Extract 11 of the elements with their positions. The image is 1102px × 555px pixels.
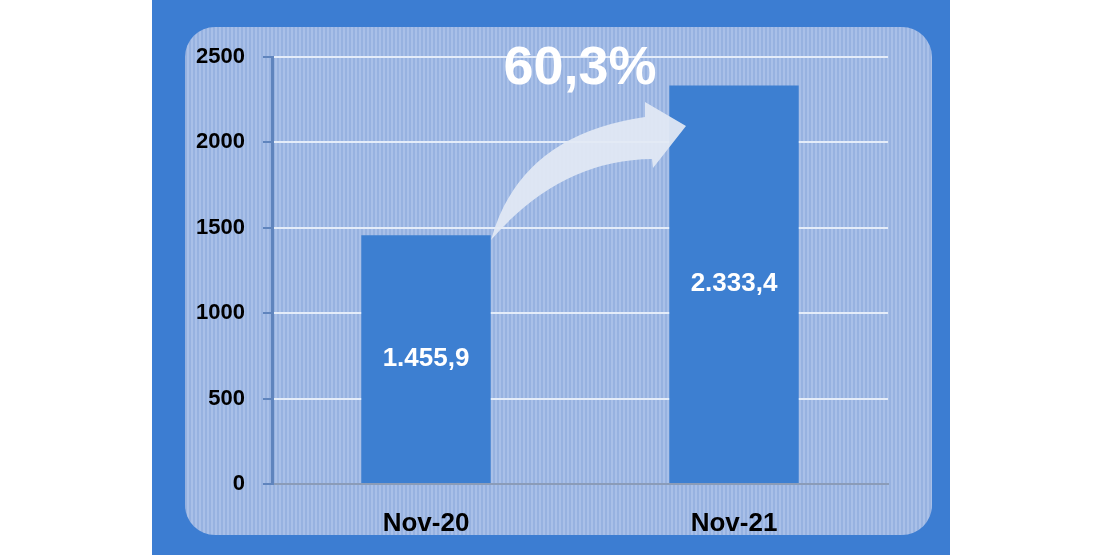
y-tick-label: 500 xyxy=(208,384,245,410)
y-tick-label: 1000 xyxy=(196,299,245,325)
data-label: 1.455,9 xyxy=(382,342,470,373)
y-tick-label: 2500 xyxy=(196,43,245,69)
x-tick-label: Nov-20 xyxy=(382,506,470,537)
y-tick-label: 0 xyxy=(232,470,245,496)
y-tick-label: 2000 xyxy=(196,128,245,154)
x-tick-label: Nov-21 xyxy=(690,506,778,537)
annotation: 60,3% xyxy=(503,34,657,95)
y-tick-label: 1500 xyxy=(196,213,245,239)
data-label: 2.333,4 xyxy=(690,267,778,298)
